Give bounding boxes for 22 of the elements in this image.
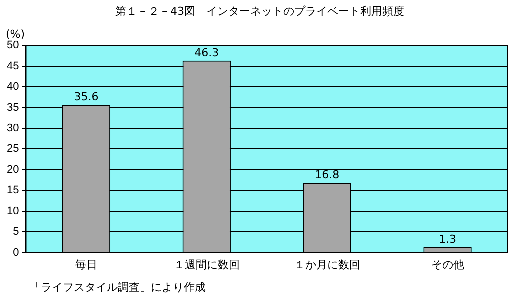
y-tick-label: 10 xyxy=(6,205,20,218)
data-label: 46.3 xyxy=(194,46,220,60)
chart-title: 第１－２－43図 インターネットのプライベート利用頻度 xyxy=(114,4,406,19)
y-tick-label: 25 xyxy=(6,143,20,156)
y-tick-label: 35 xyxy=(6,102,20,114)
y-tick-label: 45 xyxy=(6,60,20,72)
data-label: 1.3 xyxy=(439,232,457,246)
y-tick-label: 5 xyxy=(13,226,20,238)
y-tick-label: 50 xyxy=(6,40,20,52)
data-label: 35.6 xyxy=(74,90,99,104)
x-tick-label: １か月に数回 xyxy=(294,259,360,272)
y-axis-title: (%) xyxy=(6,28,26,41)
x-tick-label: 毎日 xyxy=(75,259,98,272)
text: 「ライフスタイル調査」により作成 xyxy=(30,280,206,295)
data-label: 16.8 xyxy=(315,168,340,182)
y-tick-label: 15 xyxy=(6,184,20,197)
y-tick-label: 0 xyxy=(13,246,20,259)
y-tick-label: 30 xyxy=(6,122,20,135)
y-tick-label: 20 xyxy=(6,164,20,176)
x-tick-label: １週間に数回 xyxy=(174,259,240,272)
y-tick-label: 40 xyxy=(6,81,20,94)
x-tick-label: その他 xyxy=(431,259,464,272)
